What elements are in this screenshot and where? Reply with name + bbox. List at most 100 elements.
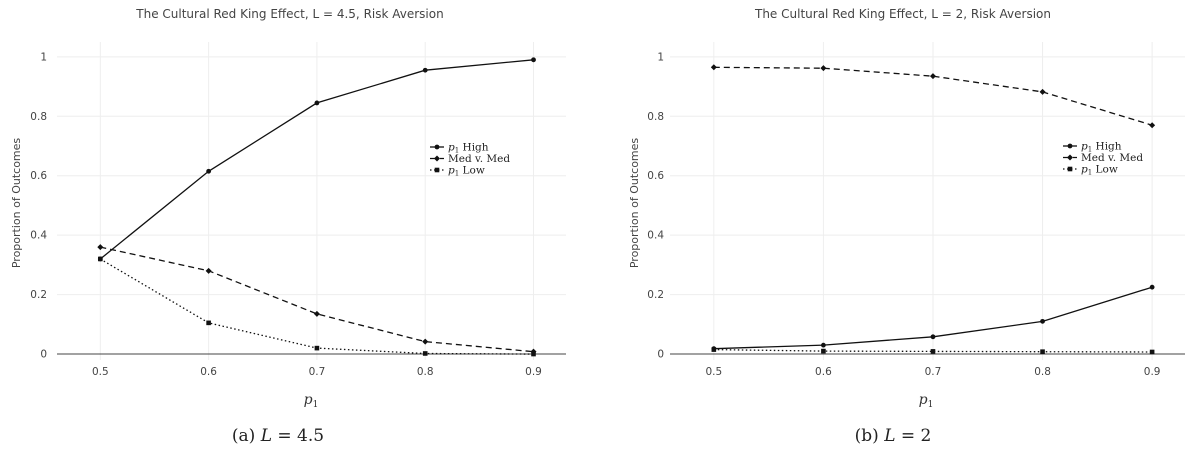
chart-a-legend-p1-high-marker bbox=[434, 144, 440, 150]
chart-a-x-tick-label: 0.8 bbox=[417, 366, 434, 378]
chart-b-series-med-v-med-point bbox=[1149, 122, 1156, 129]
chart-b-legend-p1-high-label-var: p bbox=[1081, 141, 1088, 153]
chart-b-caption: (b) L = 2 bbox=[855, 426, 932, 446]
chart-a-y-tick-label: 0.8 bbox=[30, 111, 47, 123]
chart-b-y-tick-label: 0.2 bbox=[647, 289, 664, 301]
chart-a-series-med-v-med-point bbox=[422, 338, 429, 345]
chart-a-x-ticks: 0.5 0.6 0.7 0.8 0.9 bbox=[92, 366, 542, 378]
chart-b-series-p1-high-point bbox=[821, 342, 826, 348]
chart-b-legend-med-v-med-marker bbox=[1067, 154, 1073, 161]
chart-b-series-med-v-med-point bbox=[820, 65, 827, 72]
chart-b-series-p1-high-point bbox=[930, 334, 936, 340]
chart-b-y-axis-label: Proportion of Outcomes bbox=[628, 138, 641, 269]
chart-a-x-tick-label: 0.5 bbox=[92, 366, 109, 378]
chart-b-gridlines bbox=[670, 42, 1185, 360]
chart-b-series-p1-low-point bbox=[1149, 349, 1155, 355]
chart-b-series-p1-low-line bbox=[713, 348, 1153, 353]
chart-a: The Cultural Red King Effect, L = 4.5, R… bbox=[10, 7, 566, 446]
chart-a-y-tick-label: 0.4 bbox=[30, 230, 47, 242]
chart-b-series-p1-low-point bbox=[930, 349, 936, 354]
chart-b-y-tick-label: 0 bbox=[657, 349, 664, 361]
chart-b-y-tick-label: 0.4 bbox=[647, 230, 664, 242]
chart-a-legend-p1-high-label-subscript: 1 bbox=[455, 147, 459, 155]
chart-a-legend-p1-low-label-var: p bbox=[448, 165, 455, 177]
chart-a-caption: (a) L = 4.5 bbox=[232, 426, 324, 446]
chart-a-legend-p1-low-label-subscript: 1 bbox=[455, 170, 459, 178]
chart-b-title: The Cultural Red King Effect, L = 2, Ris… bbox=[754, 7, 1051, 21]
chart-a-series-p1-low-point bbox=[206, 320, 211, 326]
chart-b-legend-p1-high-label-subscript: 1 bbox=[1088, 146, 1092, 154]
chart-a-y-tick-label: 0 bbox=[40, 349, 47, 361]
chart-b-series bbox=[710, 64, 1156, 355]
chart-a-series-med-v-med-point bbox=[313, 310, 320, 317]
chart-a-series-p1-low-point bbox=[531, 351, 536, 357]
chart-a-x-axis-label-subscript: 1 bbox=[313, 400, 319, 410]
chart-b-series-med-v-med-point bbox=[1039, 88, 1046, 95]
chart-b-legend-p1-low-label-rest: Low bbox=[1092, 164, 1118, 176]
chart-a-series bbox=[97, 57, 537, 357]
chart-a-y-tick-label: 1 bbox=[40, 51, 47, 63]
chart-b-series-med-v-med-point bbox=[710, 64, 717, 71]
chart-a-legend-p1-high-label: p1 High bbox=[448, 142, 489, 155]
chart-a-x-tick-label: 0.6 bbox=[200, 366, 217, 378]
chart-a-x-axis-label: p1 bbox=[304, 392, 319, 410]
chart-b-y-ticks: 0 0.2 0.4 0.6 0.8 1 bbox=[647, 51, 664, 360]
chart-a-legend-p1-low-label-rest: Low bbox=[459, 165, 485, 177]
chart-a-y-tick-label: 0.2 bbox=[30, 289, 47, 301]
chart-a-legend-med-v-med-label: Med v. Med bbox=[448, 153, 510, 165]
chart-a-series-p1-high-point bbox=[531, 57, 536, 63]
chart-b-legend-p1-high-marker bbox=[1067, 143, 1073, 149]
chart-b-x-ticks: 0.5 0.6 0.7 0.8 0.9 bbox=[705, 366, 1160, 378]
chart-b-legend-med-v-med-label: Med v. Med bbox=[1081, 152, 1143, 164]
chart-a-legend-p1-low-label: p1 Low bbox=[448, 165, 485, 178]
chart-b-y-tick-label: 0.8 bbox=[647, 111, 664, 123]
chart-a-caption-math: L bbox=[260, 426, 272, 446]
chart-b-series-med-v-med-point bbox=[929, 73, 936, 80]
chart-a-series-p1-low-point bbox=[314, 345, 320, 351]
chart-b-legend-p1-high-label-rest: High bbox=[1092, 141, 1122, 153]
chart-b-series-p1-low-point bbox=[1040, 349, 1045, 354]
chart-a-y-axis-label: Proportion of Outcomes bbox=[10, 138, 23, 269]
chart-a-series-p1-low-point bbox=[422, 351, 428, 356]
chart-b-series-p1-low-point bbox=[711, 347, 717, 352]
chart-a-legend-p1-high-label-rest: High bbox=[459, 142, 489, 154]
chart-a-title: The Cultural Red King Effect, L = 4.5, R… bbox=[135, 7, 443, 21]
chart-b-x-tick-label: 0.8 bbox=[1034, 366, 1051, 378]
chart-a-x-tick-label: 0.9 bbox=[525, 366, 542, 378]
chart-b-y-tick-label: 1 bbox=[657, 51, 664, 63]
chart-a-legend-p1-high-label-var: p bbox=[448, 142, 455, 154]
chart-a-y-ticks: 0 0.2 0.4 0.6 0.8 1 bbox=[30, 51, 47, 360]
chart-b-series-p1-low-point bbox=[821, 348, 826, 354]
chart-a-series-p1-high-point bbox=[422, 67, 428, 73]
chart-b-caption-math: L bbox=[883, 426, 895, 446]
chart-b: The Cultural Red King Effect, L = 2, Ris… bbox=[628, 7, 1185, 446]
chart-b-x-tick-label: 0.5 bbox=[705, 366, 722, 378]
chart-a-series-p1-high-point bbox=[314, 100, 320, 106]
chart-a-series-med-v-med-point bbox=[205, 267, 212, 274]
chart-a-series-p1-high-point bbox=[206, 168, 212, 174]
chart-b-x-tick-label: 0.6 bbox=[815, 366, 832, 378]
chart-b-legend-p1-low-label-var: p bbox=[1081, 164, 1088, 176]
chart-b-legend-p1-low-label-subscript: 1 bbox=[1088, 169, 1092, 177]
chart-b-x-tick-label: 0.7 bbox=[925, 366, 942, 378]
chart-b-series-p1-high-point bbox=[1040, 318, 1045, 324]
chart-b-x-axis-label-subscript: 1 bbox=[928, 400, 934, 410]
chart-a-legend-med-v-med-marker bbox=[434, 155, 440, 162]
chart-b-legend-p1-low-marker bbox=[1067, 166, 1073, 172]
chart-a-legend-p1-low-marker bbox=[434, 167, 440, 173]
chart-b-y-tick-label: 0.6 bbox=[647, 170, 664, 182]
chart-b-series-med-v-med-line bbox=[713, 66, 1153, 126]
chart-a-series-med-v-med-line bbox=[100, 246, 534, 353]
chart-a-x-tick-label: 0.7 bbox=[309, 366, 326, 378]
chart-b-legend-p1-low-label: p1 Low bbox=[1081, 164, 1118, 177]
chart-a-series-med-v-med-point bbox=[97, 244, 104, 251]
chart-a-y-tick-label: 0.6 bbox=[30, 170, 47, 182]
chart-a-series-p1-low-point bbox=[98, 256, 103, 262]
chart-b-series-p1-high-point bbox=[1149, 284, 1155, 290]
chart-b-x-axis-label: p1 bbox=[919, 392, 934, 410]
chart-a-gridlines bbox=[57, 42, 566, 360]
chart-b-legend-p1-high-label: p1 High bbox=[1081, 141, 1122, 154]
